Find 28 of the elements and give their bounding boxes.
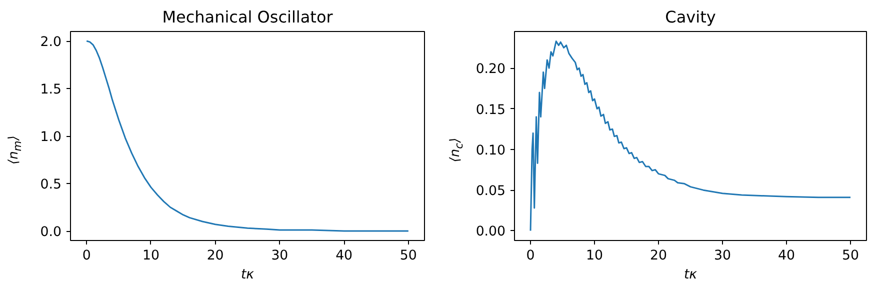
x-tick-label: 50 <box>400 248 417 264</box>
line-series <box>530 40 852 232</box>
x-tick-label: 20 <box>206 248 224 264</box>
x-tick-label: 30 <box>714 248 731 264</box>
y-tick-label: 0.10 <box>476 143 506 158</box>
x-tick-label: 30 <box>271 248 288 264</box>
y-tick-label: 1.0 <box>40 130 62 145</box>
y-tick-label: 0.15 <box>476 102 506 118</box>
x-tick-label: 40 <box>336 248 353 264</box>
x-tick-label: 20 <box>650 248 667 264</box>
y-tick-label: 1.5 <box>40 82 62 98</box>
line-series <box>86 40 410 232</box>
x-tick-label: 0 <box>82 248 91 264</box>
x-axis-title: tκ <box>240 268 254 282</box>
chart-title: Mechanical Oscillator <box>162 8 334 26</box>
x-tick-label: 50 <box>842 248 859 264</box>
y-tick-label: 0.20 <box>476 62 506 78</box>
y-tick-label: 0.5 <box>40 178 62 192</box>
y-tick-label: 0.0 <box>40 225 62 240</box>
y-tick-label: 0.00 <box>476 224 506 240</box>
x-tick-label: 40 <box>778 248 795 264</box>
y-tick-label: 0.05 <box>476 184 506 200</box>
x-axis-title: tκ <box>684 268 698 282</box>
x-tick-label: 10 <box>586 248 603 264</box>
x-tick-label: 10 <box>142 248 160 264</box>
chart-title: Cavity <box>665 8 716 26</box>
x-tick-label: 0 <box>526 248 535 264</box>
y-tick-label: 2.0 <box>40 35 62 50</box>
